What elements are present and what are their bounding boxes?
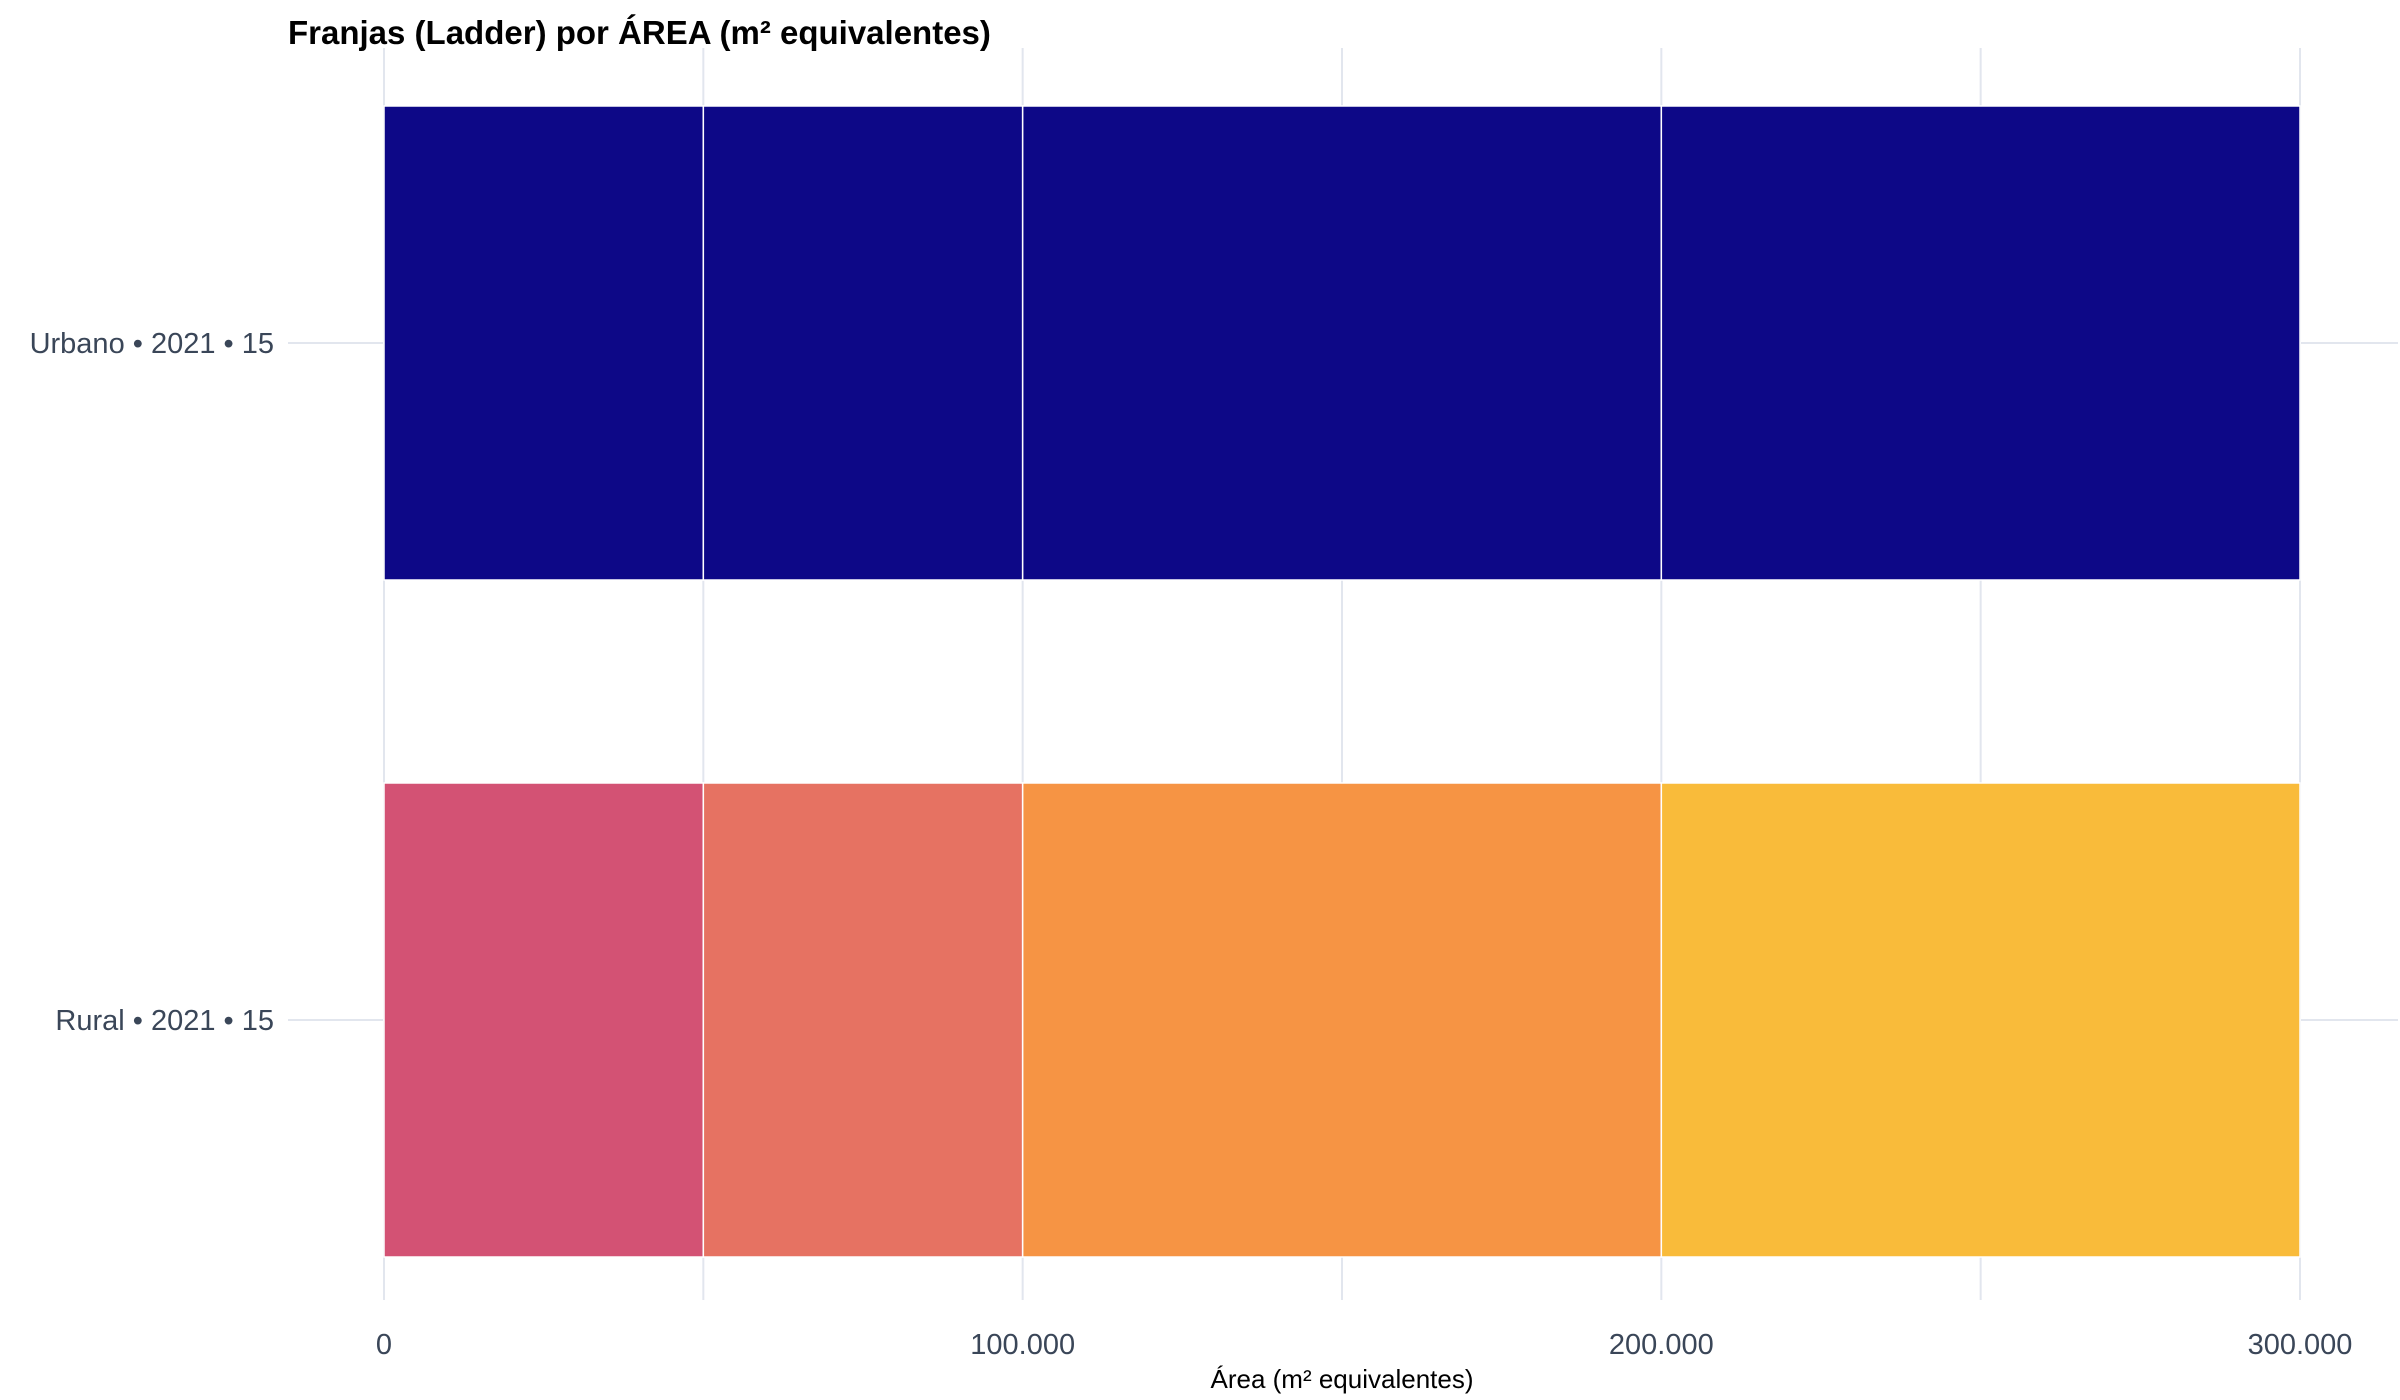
x-axis-title: Área (m² equivalentes) — [1211, 1364, 1474, 1394]
bar-segment — [1021, 782, 1663, 1258]
x-tick-label: 0 — [376, 1329, 392, 1361]
y-tick-label: Rural • 2021 • 15 — [55, 1005, 274, 1037]
y-tick-label: Urbano • 2021 • 15 — [30, 328, 274, 360]
bar-segment — [702, 782, 1024, 1258]
bars — [383, 105, 2301, 1258]
bar-segment — [702, 105, 1024, 581]
x-tick-label: 100.000 — [970, 1329, 1075, 1361]
x-axis-tick-labels: 0 100.000 200.000 300.000 — [376, 1329, 2352, 1361]
bar-segment — [383, 782, 705, 1258]
x-tick-label: 300.000 — [2248, 1329, 2353, 1361]
chart-title: Franjas (Ladder) por ÁREA (m² equivalent… — [288, 14, 991, 51]
bar-segment — [1660, 782, 2301, 1258]
x-tick-label: 200.000 — [1609, 1329, 1714, 1361]
bar-segment — [1021, 105, 1663, 581]
bar-segment — [1660, 105, 2301, 581]
y-axis-tick-labels: Urbano • 2021 • 15 Rural • 2021 • 15 — [30, 328, 274, 1037]
bar-segment — [383, 105, 705, 581]
